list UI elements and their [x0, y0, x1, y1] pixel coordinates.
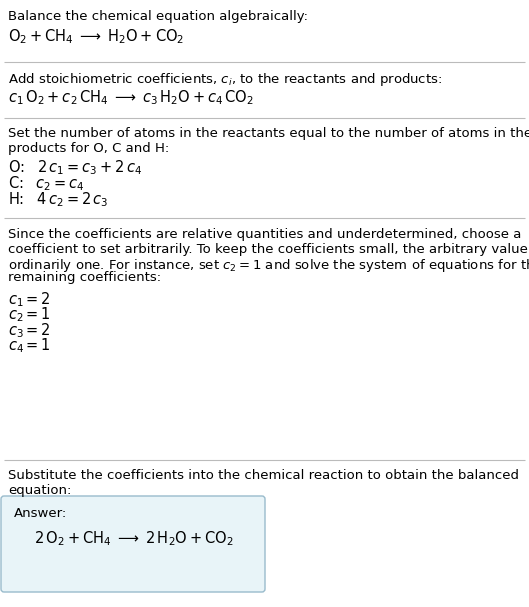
Text: O: $\;\;2\,c_1 = c_3 + 2\,c_4$: O: $\;\;2\,c_1 = c_3 + 2\,c_4$	[8, 158, 142, 177]
Text: Balance the chemical equation algebraically:: Balance the chemical equation algebraica…	[8, 10, 308, 23]
Text: $c_1 = 2$: $c_1 = 2$	[8, 290, 51, 309]
Text: coefficient to set arbitrarily. To keep the coefficients small, the arbitrary va: coefficient to set arbitrarily. To keep …	[8, 243, 529, 256]
Text: $c_1\, \mathrm{O_2} + c_2\, \mathrm{CH_4} \;\longrightarrow\; c_3\, \mathrm{H_2O: $c_1\, \mathrm{O_2} + c_2\, \mathrm{CH_4…	[8, 88, 254, 107]
Text: $c_4 = 1$: $c_4 = 1$	[8, 336, 51, 355]
Text: Answer:: Answer:	[14, 507, 67, 520]
Text: Since the coefficients are relative quantities and underdetermined, choose a: Since the coefficients are relative quan…	[8, 228, 522, 241]
Text: remaining coefficients:: remaining coefficients:	[8, 271, 161, 285]
Text: products for O, C and H:: products for O, C and H:	[8, 142, 169, 155]
Text: H: $\;\;4\,c_2 = 2\,c_3$: H: $\;\;4\,c_2 = 2\,c_3$	[8, 190, 108, 209]
FancyBboxPatch shape	[1, 496, 265, 592]
Text: C: $\;\;c_2 = c_4$: C: $\;\;c_2 = c_4$	[8, 174, 85, 192]
Text: $\mathrm{O_2 + CH_4 \;\longrightarrow\; H_2O + CO_2}$: $\mathrm{O_2 + CH_4 \;\longrightarrow\; …	[8, 27, 184, 46]
Text: Set the number of atoms in the reactants equal to the number of atoms in the: Set the number of atoms in the reactants…	[8, 127, 529, 140]
Text: equation:: equation:	[8, 484, 71, 497]
Text: $c_2 = 1$: $c_2 = 1$	[8, 305, 51, 324]
Text: $c_3 = 2$: $c_3 = 2$	[8, 321, 51, 340]
Text: Substitute the coefficients into the chemical reaction to obtain the balanced: Substitute the coefficients into the che…	[8, 469, 519, 482]
Text: $2\, \mathrm{O_2} + \mathrm{CH_4} \;\longrightarrow\; 2\, \mathrm{H_2O} + \mathr: $2\, \mathrm{O_2} + \mathrm{CH_4} \;\lon…	[34, 529, 234, 548]
Text: Add stoichiometric coefficients, $c_i$, to the reactants and products:: Add stoichiometric coefficients, $c_i$, …	[8, 71, 442, 88]
Text: ordinarily one. For instance, set $c_2 = 1$ and solve the system of equations fo: ordinarily one. For instance, set $c_2 =…	[8, 257, 529, 274]
